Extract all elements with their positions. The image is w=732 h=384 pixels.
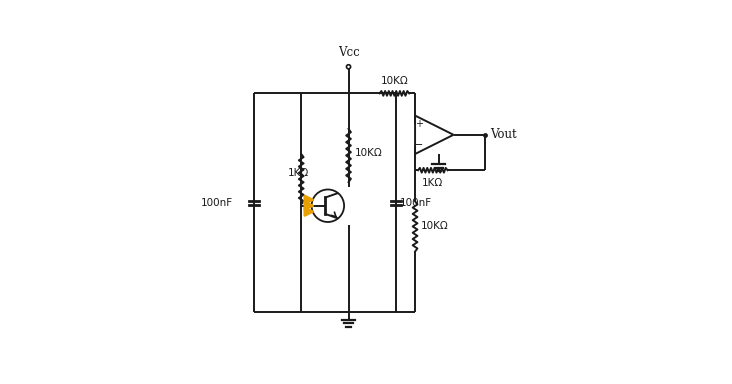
Text: Vout: Vout	[490, 128, 517, 141]
Text: 10KΩ: 10KΩ	[381, 76, 408, 86]
Text: 100nF: 100nF	[400, 198, 432, 208]
Text: 1KΩ: 1KΩ	[422, 178, 444, 188]
Text: +: +	[414, 119, 422, 129]
Text: 10KΩ: 10KΩ	[420, 222, 448, 232]
Text: 10KΩ: 10KΩ	[354, 147, 382, 157]
Text: −: −	[414, 140, 423, 150]
Text: 1KΩ: 1KΩ	[288, 168, 309, 178]
Text: 100nF: 100nF	[201, 198, 234, 208]
Text: Vcc: Vcc	[337, 46, 359, 60]
